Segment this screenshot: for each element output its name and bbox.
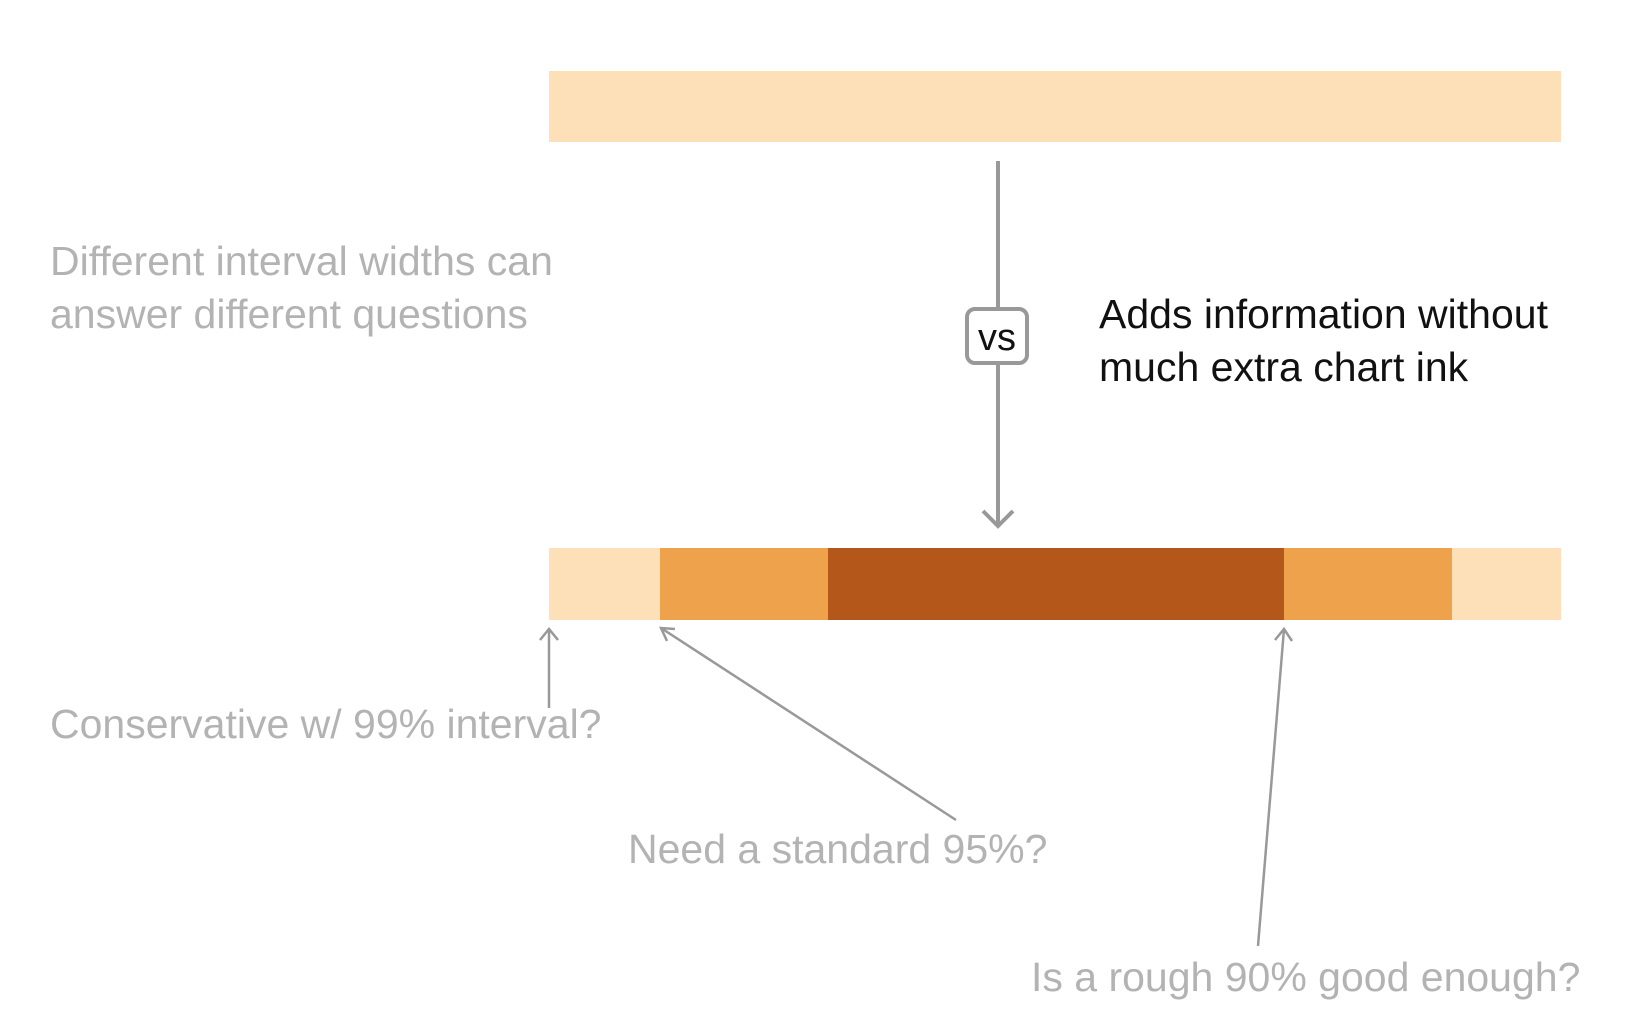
band-95-right (1284, 548, 1453, 620)
band-90-center (828, 548, 1285, 620)
intro-text-line2: answer different questions (50, 291, 528, 337)
benefit-text-line2: much extra chart ink (1099, 344, 1469, 390)
vs-label: vs (978, 317, 1016, 359)
arrow-95 (658, 626, 957, 822)
benefit-text-line1: Adds information without (1099, 291, 1548, 337)
vs-badge (965, 307, 1029, 365)
question-95: Need a standard 95%? (628, 826, 1048, 872)
band-99-left (549, 548, 661, 620)
single-interval-bar (549, 71, 1561, 142)
comparison-arrow-head (981, 509, 1015, 529)
intro-text-line1: Different interval widths can (50, 238, 553, 284)
band-99-right (1452, 548, 1561, 620)
question-90: Is a rough 90% good enough? (1031, 954, 1581, 1000)
arrow-99 (539, 627, 559, 708)
band-95-left (660, 548, 829, 620)
arrow-90 (1256, 626, 1294, 947)
question-99: Conservative w/ 99% interval? (50, 701, 602, 747)
